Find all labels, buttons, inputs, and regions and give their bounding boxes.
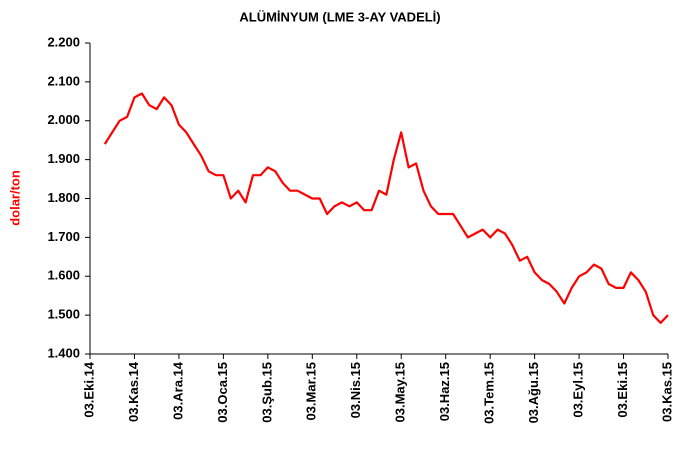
line-series <box>103 92 669 324</box>
x-tick-label: 03.Eyl.15 <box>571 362 586 418</box>
y-tick-label: 1.600 <box>47 268 80 283</box>
x-tick-label: 03.Ağu.15 <box>526 362 541 423</box>
y-tick-label: 1.500 <box>47 307 80 322</box>
chart-title: ALÜMİNYUM (LME 3-AY VADELİ) <box>239 9 440 24</box>
y-tick-label: 2.200 <box>47 34 80 49</box>
x-tick-label: 03.Şub.15 <box>259 362 274 423</box>
x-tick-label: 03.Eki.14 <box>81 361 96 417</box>
x-tick-label: 03.May.15 <box>393 362 408 422</box>
x-tick-label: 03.Kas.15 <box>659 362 674 422</box>
y-tick-label: 2.000 <box>47 112 80 127</box>
y-tick-label: 1.900 <box>47 151 80 166</box>
y-tick-label: 1.800 <box>47 190 80 205</box>
x-tick-label: 03.Mar.15 <box>304 362 319 421</box>
x-tick-label: 03.Kas.14 <box>126 361 141 422</box>
x-tick-label: 03.Tem.15 <box>482 362 497 424</box>
x-tick-label: 03.Eki.15 <box>615 362 630 418</box>
y-axis-label: dolar/ton <box>7 170 22 226</box>
x-tick-label: 03.Nis.15 <box>348 362 363 418</box>
y-tick-label: 1.700 <box>47 229 80 244</box>
x-tick-label: 03.Haz.15 <box>437 362 452 421</box>
y-tick-label: 1.400 <box>47 345 80 360</box>
x-tick-label: 03.Oca.15 <box>215 362 230 423</box>
y-tick-label: 2.100 <box>47 73 80 88</box>
x-tick-label: 03.Ara.14 <box>170 361 185 420</box>
